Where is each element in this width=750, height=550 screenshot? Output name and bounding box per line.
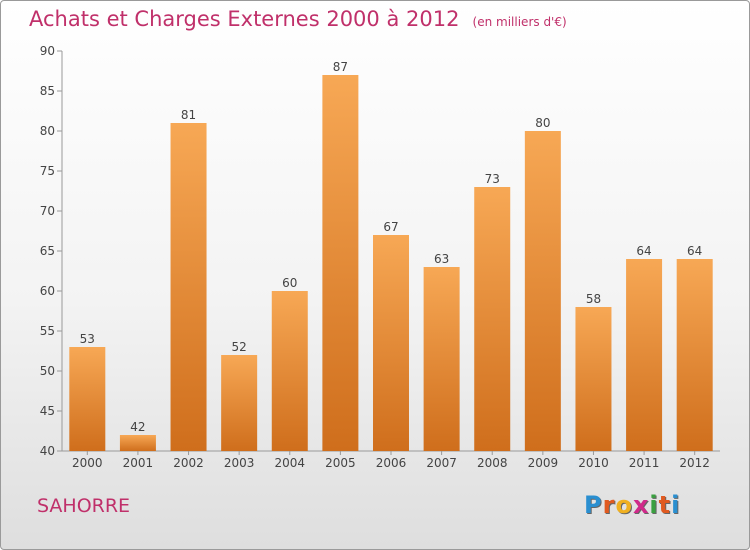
bars [69, 75, 713, 451]
y-tick-label: 85 [40, 84, 55, 98]
data-label: 64 [687, 244, 702, 258]
x-tick-label: 2007 [426, 456, 457, 470]
y-tick-label: 45 [40, 404, 55, 418]
bar [373, 235, 409, 451]
y-tick-label: 65 [40, 244, 55, 258]
data-label: 80 [535, 116, 550, 130]
logo-letter: r [602, 491, 616, 519]
logo-letter: i [671, 491, 681, 519]
bar [626, 259, 663, 451]
y-tick-label: 40 [40, 444, 55, 458]
data-label: 81 [181, 108, 196, 122]
x-tick-label: 2012 [679, 456, 710, 470]
x-tick-label: 2010 [578, 456, 609, 470]
title-row: Achats et Charges Externes 2000 à 2012 (… [29, 7, 567, 31]
y-tick-label: 90 [40, 44, 55, 58]
x-tick-label: 2004 [274, 456, 305, 470]
bar [524, 131, 561, 451]
data-label: 73 [485, 172, 500, 186]
proxiti-logo: Proxiti [584, 491, 680, 519]
bar [575, 307, 612, 451]
x-tick-label: 2005 [325, 456, 356, 470]
bar [474, 187, 511, 451]
data-label: 87 [333, 60, 348, 74]
bar [271, 291, 308, 451]
logo-letter: x [632, 491, 650, 519]
commune-name: SAHORRE [37, 495, 131, 517]
x-tick-label: 2002 [173, 456, 204, 470]
data-label: 60 [282, 276, 297, 290]
y-tick-label: 50 [40, 364, 55, 378]
logo-letter: i [649, 491, 659, 519]
logo-letter: P [584, 491, 603, 519]
chart-title: Achats et Charges Externes 2000 à 2012 [29, 7, 460, 31]
bar [170, 123, 207, 451]
x-tick-label: 2008 [477, 456, 508, 470]
x-tick-label: 2009 [528, 456, 559, 470]
data-label: 53 [80, 332, 95, 346]
y-tick-label: 75 [40, 164, 55, 178]
bar [119, 435, 156, 451]
x-tick-label: 2001 [123, 456, 154, 470]
x-tick-label: 2000 [72, 456, 103, 470]
y-tick-label: 70 [40, 204, 55, 218]
bar [423, 267, 460, 451]
bar [69, 347, 106, 451]
data-label: 58 [586, 292, 601, 306]
bar [221, 355, 258, 451]
data-label: 63 [434, 252, 449, 266]
y-tick-label: 80 [40, 124, 55, 138]
data-label: 64 [636, 244, 651, 258]
data-label: 52 [232, 340, 247, 354]
data-label: 42 [130, 420, 145, 434]
bar [322, 75, 359, 451]
value-labels: 53 42 81 52 60 87 67 63 73 80 58 64 64 [80, 60, 703, 434]
bar [676, 259, 713, 451]
x-tick-label: 2011 [629, 456, 660, 470]
data-label: 67 [383, 220, 398, 234]
chart-subtitle: (en milliers d'€) [472, 15, 567, 29]
y-tick-label: 55 [40, 324, 55, 338]
x-tick-label: 2006 [376, 456, 407, 470]
y-tick-label: 60 [40, 284, 55, 298]
axes: 40 45 50 55 60 65 70 75 80 85 90 2000 2001 2002 2003 20… [40, 44, 720, 470]
x-tick-label: 2003 [224, 456, 255, 470]
logo-letter: t [658, 491, 672, 519]
logo-letter: o [615, 491, 633, 519]
